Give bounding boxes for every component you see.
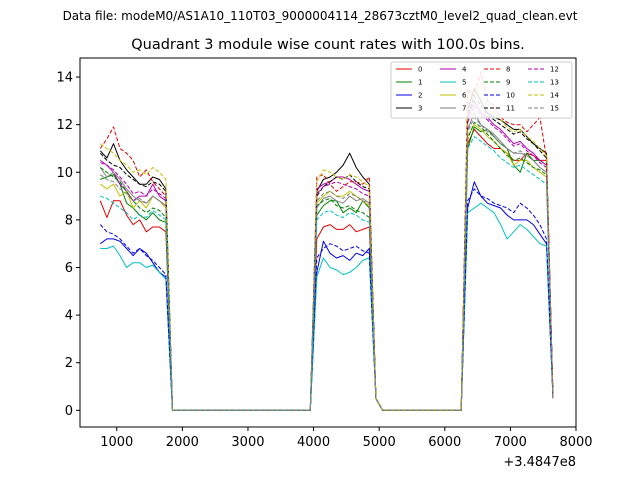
legend-box bbox=[390, 61, 573, 119]
y-tick-label: 0 bbox=[65, 404, 73, 419]
legend-label-14: 14 bbox=[550, 92, 559, 100]
x-tick-label: 4000 bbox=[297, 435, 330, 450]
y-tick-label: 14 bbox=[56, 71, 73, 86]
legend-label-12: 12 bbox=[550, 66, 559, 74]
legend-label-0: 0 bbox=[418, 66, 422, 74]
legend-label-5: 5 bbox=[462, 79, 466, 87]
y-tick-label: 8 bbox=[65, 213, 73, 228]
legend-label-2: 2 bbox=[418, 92, 422, 100]
y-tick-label: 12 bbox=[56, 118, 73, 133]
series-line-9 bbox=[100, 121, 554, 411]
legend-label-4: 4 bbox=[462, 66, 467, 74]
legend-label-9: 9 bbox=[506, 79, 510, 87]
legend-label-8: 8 bbox=[506, 66, 510, 74]
y-tick-label: 2 bbox=[65, 356, 73, 371]
x-tick-label: 8000 bbox=[559, 435, 592, 450]
x-tick-label: 5000 bbox=[363, 435, 396, 450]
chart-title: Quadrant 3 module wise count rates with … bbox=[131, 37, 525, 53]
x-tick-label: 7000 bbox=[494, 435, 527, 450]
plot-area-frame bbox=[79, 57, 577, 428]
legend-label-11: 11 bbox=[506, 105, 515, 113]
chart-suptitle: Data file: modeM0/AS1A10_110T03_90000041… bbox=[63, 9, 578, 23]
legend-label-7: 7 bbox=[462, 105, 466, 113]
x-tick-label: 3000 bbox=[231, 435, 264, 450]
legend-label-13: 13 bbox=[550, 79, 559, 87]
x-tick-label: 6000 bbox=[428, 435, 461, 450]
x-offset-label: +3.4847e8 bbox=[503, 455, 576, 470]
x-tick-label: 2000 bbox=[166, 435, 199, 450]
y-tick-label: 10 bbox=[56, 166, 73, 181]
legend-label-6: 6 bbox=[462, 92, 467, 100]
legend-label-3: 3 bbox=[418, 105, 422, 113]
series-line-15 bbox=[100, 117, 554, 411]
y-tick-label: 6 bbox=[65, 261, 73, 276]
series-line-13 bbox=[100, 136, 554, 411]
legend-label-15: 15 bbox=[550, 105, 559, 113]
y-tick-label: 4 bbox=[65, 309, 73, 324]
legend-label-1: 1 bbox=[418, 79, 422, 87]
legend-label-10: 10 bbox=[506, 92, 515, 100]
x-tick-label: 1000 bbox=[100, 435, 133, 450]
